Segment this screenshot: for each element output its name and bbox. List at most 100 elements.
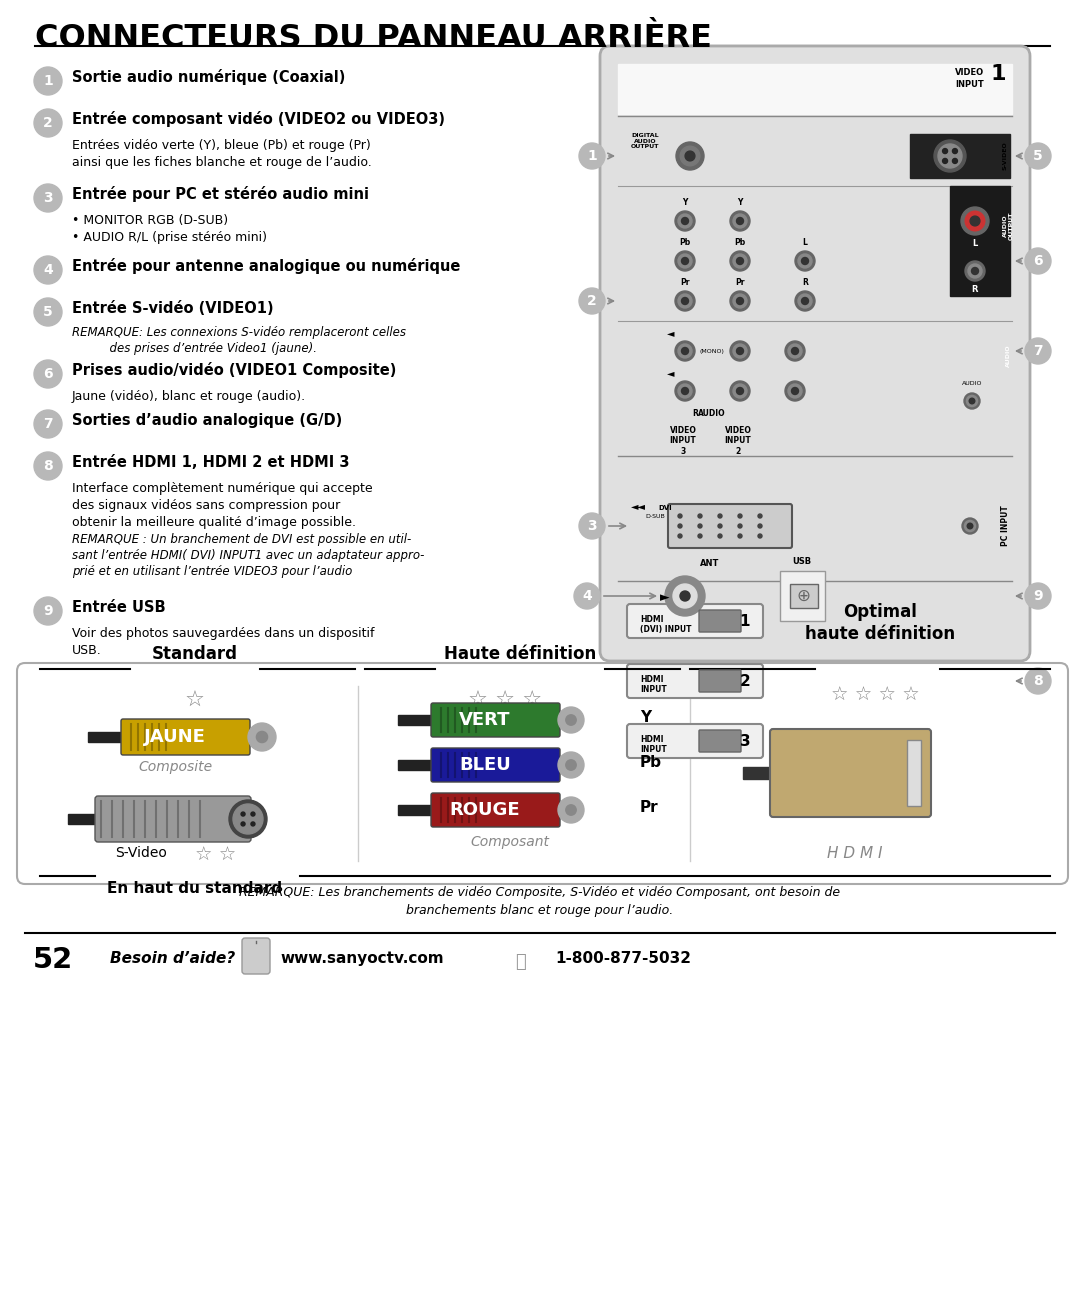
Text: ◄: ◄: [667, 328, 675, 338]
Circle shape: [678, 384, 692, 399]
FancyBboxPatch shape: [95, 796, 251, 842]
Text: 2: 2: [740, 674, 751, 688]
Text: Entrée pour antenne analogique ou numérique: Entrée pour antenne analogique ou numéri…: [72, 258, 460, 274]
Circle shape: [934, 140, 966, 172]
FancyBboxPatch shape: [770, 729, 931, 817]
Circle shape: [698, 514, 702, 518]
Text: PC INPUT: PC INPUT: [1000, 506, 1010, 547]
Text: D-SUB: D-SUB: [645, 514, 665, 519]
FancyBboxPatch shape: [121, 718, 249, 755]
Text: Composant: Composant: [471, 835, 550, 850]
Circle shape: [738, 534, 742, 538]
Circle shape: [966, 261, 985, 281]
Text: AUDIO: AUDIO: [962, 382, 982, 385]
Text: S-Video: S-Video: [114, 846, 167, 860]
Text: Pr: Pr: [640, 800, 659, 814]
Circle shape: [675, 341, 696, 361]
Bar: [399, 714, 437, 725]
Text: Sortie audio numérique (Coaxial): Sortie audio numérique (Coaxial): [72, 69, 346, 85]
Text: Pb: Pb: [640, 755, 662, 770]
Text: ◄: ◄: [667, 368, 675, 378]
Text: (MONO): (MONO): [700, 349, 725, 354]
Text: VIDEO
INPUT
2: VIDEO INPUT 2: [725, 426, 752, 456]
Circle shape: [681, 298, 689, 304]
Circle shape: [241, 822, 245, 826]
Circle shape: [248, 722, 276, 751]
Text: 1: 1: [588, 149, 597, 163]
Text: REMARQUE: Les connexions S-vidéo remplaceront celles: REMARQUE: Les connexions S-vidéo remplac…: [72, 326, 406, 340]
Circle shape: [730, 341, 750, 361]
Text: Pb: Pb: [679, 239, 690, 246]
Circle shape: [579, 143, 605, 169]
Circle shape: [665, 576, 705, 616]
Bar: [399, 760, 437, 770]
Text: 6: 6: [43, 367, 53, 382]
Bar: [780, 572, 825, 621]
Circle shape: [698, 534, 702, 538]
Text: 1: 1: [740, 614, 751, 628]
Circle shape: [795, 291, 815, 311]
Text: Entrées vidéo verte (Y), bleue (Pb) et rouge (Pr): Entrées vidéo verte (Y), bleue (Pb) et r…: [72, 139, 370, 152]
Text: Entrée pour PC et stéréo audio mini: Entrée pour PC et stéréo audio mini: [72, 186, 369, 202]
Text: 7: 7: [1034, 343, 1043, 358]
Text: www.sanyoctv.com: www.sanyoctv.com: [280, 950, 444, 966]
Text: Entrée USB: Entrée USB: [72, 599, 165, 615]
Text: Composite: Composite: [138, 760, 212, 773]
Bar: [68, 814, 102, 825]
Circle shape: [678, 343, 692, 358]
Circle shape: [251, 822, 255, 826]
Circle shape: [801, 298, 809, 304]
Circle shape: [1025, 248, 1051, 274]
Circle shape: [675, 291, 696, 311]
Circle shape: [737, 218, 743, 224]
Text: 4: 4: [582, 589, 592, 603]
Circle shape: [685, 151, 694, 161]
Text: R: R: [692, 409, 698, 418]
Circle shape: [737, 298, 743, 304]
Text: 1-800-877-5032: 1-800-877-5032: [555, 950, 691, 966]
Bar: [907, 739, 921, 806]
Text: ROUGE: ROUGE: [449, 801, 521, 819]
Circle shape: [678, 534, 681, 538]
Text: • AUDIO R/L (prise stéréo mini): • AUDIO R/L (prise stéréo mini): [72, 231, 267, 244]
Circle shape: [678, 254, 692, 267]
Text: 2: 2: [588, 294, 597, 308]
Text: des prises d’entrée Video1 (jaune).: des prises d’entrée Video1 (jaune).: [72, 342, 318, 355]
Circle shape: [953, 159, 958, 164]
Text: 5: 5: [43, 305, 53, 319]
Text: ☆: ☆: [185, 691, 205, 711]
Circle shape: [681, 218, 689, 224]
Text: ainsi que les fiches blanche et rouge de l’audio.: ainsi que les fiches blanche et rouge de…: [72, 156, 372, 169]
Text: VIDEO
INPUT
3: VIDEO INPUT 3: [670, 426, 697, 456]
Circle shape: [566, 805, 577, 815]
Circle shape: [798, 294, 812, 308]
Text: 8: 8: [43, 459, 53, 473]
Text: R: R: [972, 284, 978, 294]
Text: Y: Y: [640, 709, 651, 725]
Circle shape: [758, 524, 762, 528]
Circle shape: [730, 250, 750, 271]
Text: 52: 52: [33, 947, 73, 974]
Bar: [399, 805, 437, 815]
Circle shape: [969, 399, 975, 404]
Bar: [87, 732, 127, 742]
Text: 5: 5: [1034, 149, 1043, 163]
Circle shape: [675, 250, 696, 271]
Text: Y: Y: [738, 198, 743, 207]
Circle shape: [681, 347, 689, 354]
Text: 2: 2: [43, 115, 53, 130]
Text: Sorties d’audio analogique (G/D): Sorties d’audio analogique (G/D): [72, 413, 342, 427]
Circle shape: [968, 264, 982, 278]
Text: AUDIO: AUDIO: [698, 409, 726, 418]
FancyBboxPatch shape: [17, 663, 1068, 884]
Text: 📱: 📱: [515, 953, 525, 971]
Circle shape: [233, 804, 264, 834]
Text: VIDEO: VIDEO: [956, 68, 985, 77]
Text: JAUNE: JAUNE: [144, 728, 206, 746]
Text: 4: 4: [43, 264, 53, 277]
Circle shape: [758, 514, 762, 518]
Text: 7: 7: [43, 417, 53, 431]
Text: ANT: ANT: [700, 558, 719, 568]
Text: DVI: DVI: [658, 505, 672, 511]
Circle shape: [953, 148, 958, 153]
